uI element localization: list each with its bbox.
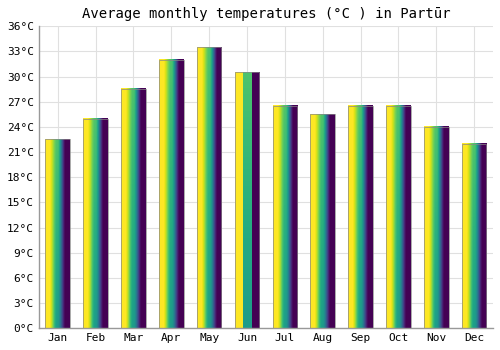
Bar xyxy=(272,106,297,328)
Bar xyxy=(46,140,70,328)
Bar xyxy=(84,119,108,328)
Bar xyxy=(159,60,184,328)
Bar xyxy=(121,89,146,328)
Bar xyxy=(310,114,335,328)
Bar xyxy=(462,144,486,328)
Title: Average monthly temperatures (°C ) in Partūr: Average monthly temperatures (°C ) in Pa… xyxy=(82,7,450,21)
Bar xyxy=(348,106,373,328)
Bar xyxy=(197,47,222,328)
Bar xyxy=(424,127,448,328)
Bar xyxy=(386,106,410,328)
Bar xyxy=(234,72,260,328)
